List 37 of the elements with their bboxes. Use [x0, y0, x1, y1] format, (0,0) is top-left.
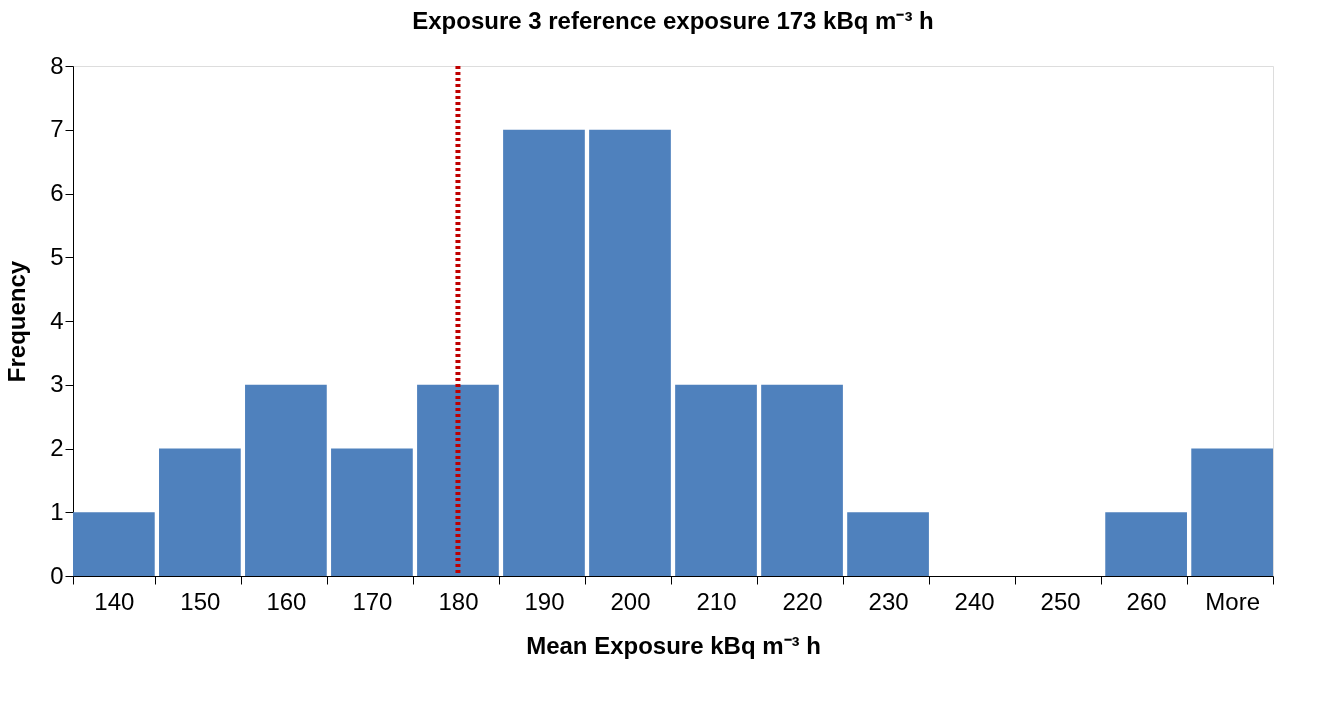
bar: [1191, 448, 1273, 576]
x-tick-label: 220: [782, 587, 823, 615]
x-tick-label: 250: [1040, 587, 1081, 615]
x-tick-label: 240: [954, 587, 995, 615]
bar: [589, 129, 671, 576]
bar: [73, 512, 155, 576]
y-tick-label: 1: [50, 497, 64, 525]
bar: [331, 448, 413, 576]
bar: [159, 448, 241, 576]
y-axis-title: Frequency: [3, 260, 31, 383]
bar: [761, 384, 843, 576]
x-tick-label: More: [1205, 587, 1260, 615]
y-tick-label: 6: [50, 179, 64, 206]
x-tick-label: 190: [524, 587, 565, 615]
x-tick-label: 140: [94, 587, 135, 615]
x-tick-label: 230: [868, 587, 909, 615]
bar: [847, 512, 929, 576]
y-tick-label: 5: [50, 242, 64, 270]
y-tick-label: 2: [50, 434, 64, 461]
x-tick-label: 150: [180, 587, 221, 615]
x-tick-label: 260: [1126, 587, 1167, 615]
x-tick-label: 180: [438, 587, 479, 615]
bar: [503, 129, 585, 576]
y-tick-label: 8: [50, 51, 64, 79]
x-tick-label: 210: [696, 587, 737, 615]
x-tick-label: 160: [266, 587, 307, 615]
y-tick-label: 3: [50, 370, 64, 398]
x-axis-title: Mean Exposure kBq m⁻³ h: [526, 631, 821, 659]
y-tick-label: 0: [50, 561, 64, 589]
y-tick-label: 4: [50, 306, 64, 334]
y-tick-label: 7: [50, 115, 64, 143]
bar: [675, 384, 757, 576]
x-tick-label: 200: [610, 587, 651, 615]
x-tick-label: 170: [352, 587, 393, 615]
bar: [1105, 512, 1187, 576]
chart-title: Exposure 3 reference exposure 173 kBq m⁻³ h: [412, 7, 934, 34]
bar: [245, 384, 327, 576]
